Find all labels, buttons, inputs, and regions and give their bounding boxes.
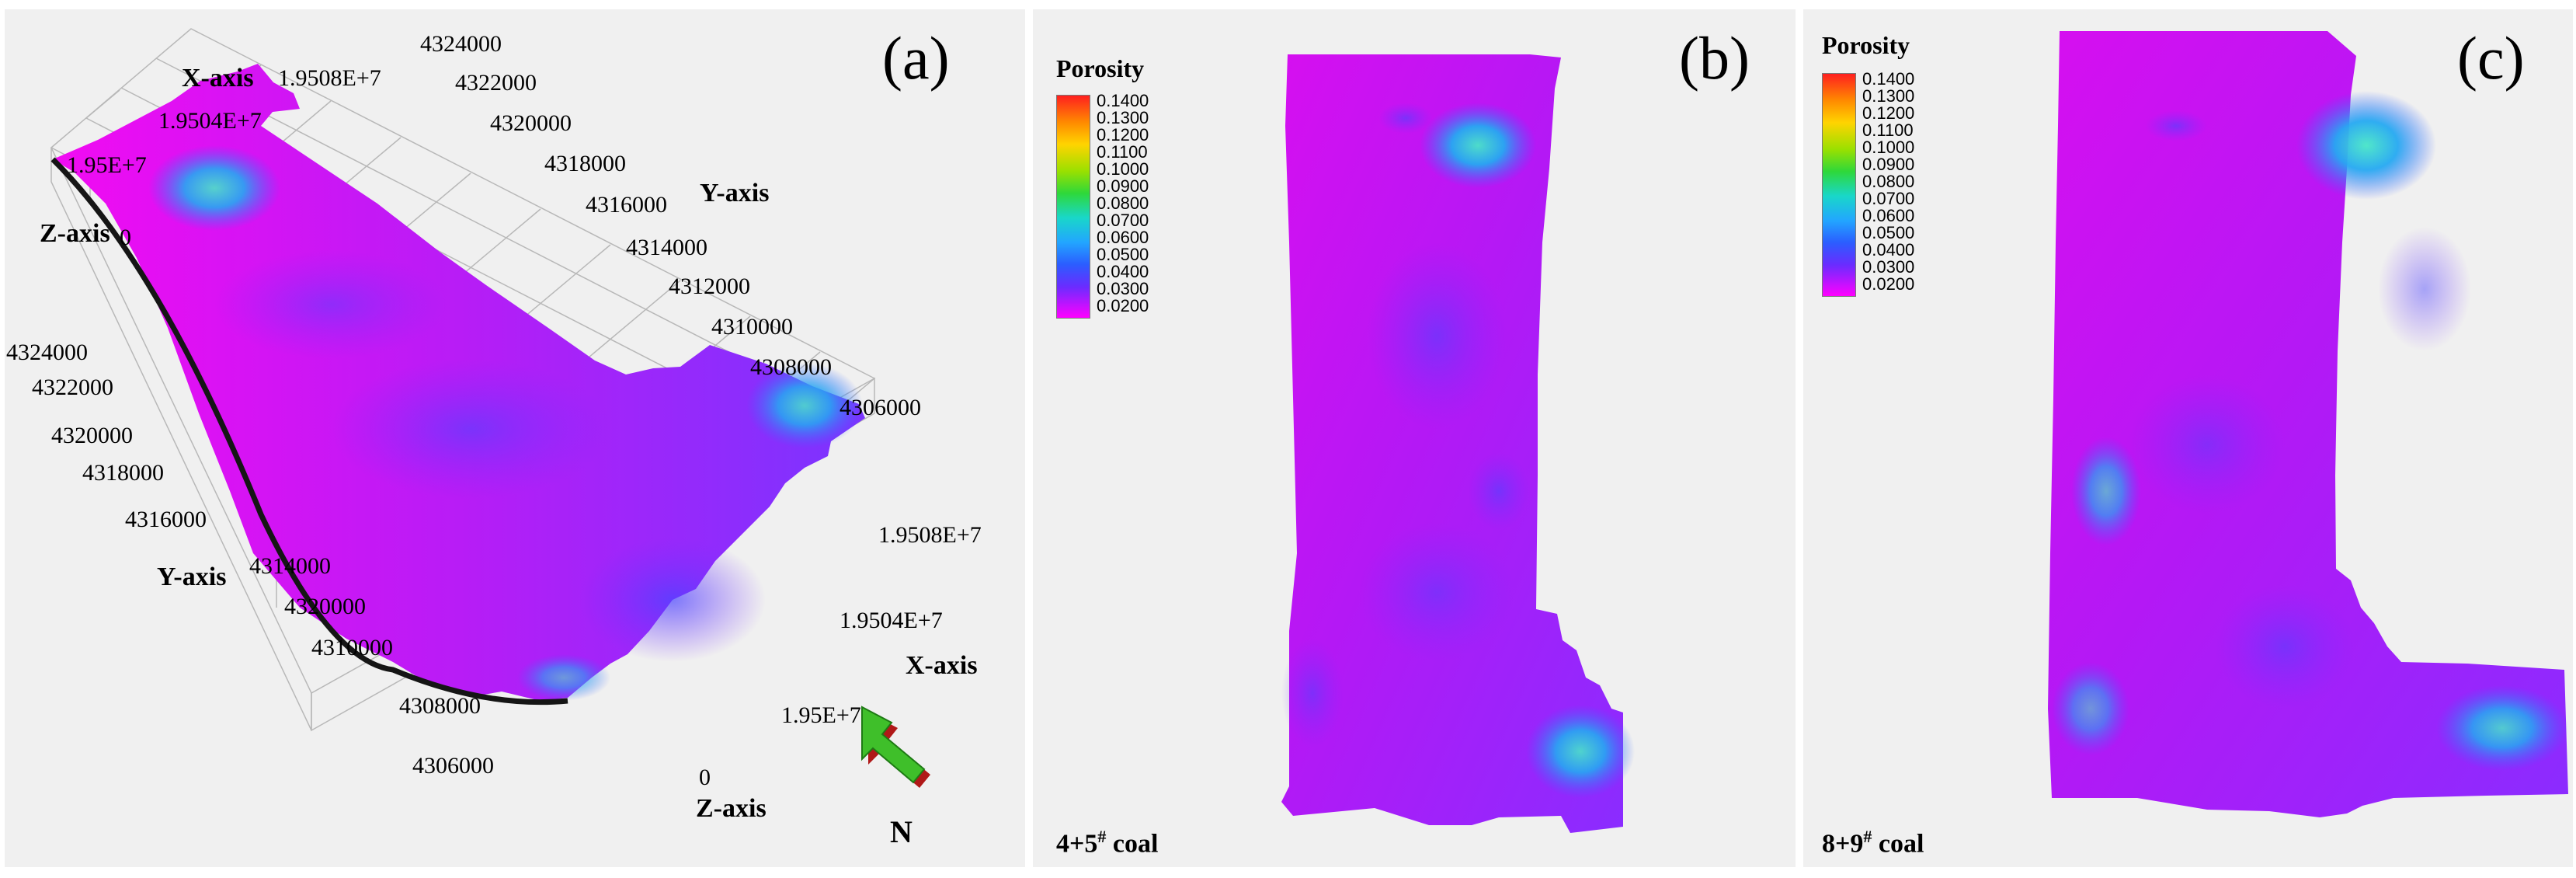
y-tick-left-10: 4306000 xyxy=(412,753,494,779)
legend-title-c: Porosity xyxy=(1822,31,1910,59)
legend-tick: 0.1400 xyxy=(1097,91,1149,110)
y-tick-left-7: 4320000 xyxy=(284,594,366,619)
caption-c-tail: coal xyxy=(1872,829,1924,859)
legend-tick: 0.1100 xyxy=(1097,142,1148,162)
z-axis-zero-left: 0 xyxy=(120,225,131,250)
caption-c: 8+9# coal xyxy=(1822,827,1924,859)
x-tick-top-3: 1.95E+7 xyxy=(67,152,147,178)
caption-b-main: 4+5 xyxy=(1056,829,1098,859)
panel-c-map: Porosity 0.1400 0.1300 0.1200 0.1100 0.1… xyxy=(1803,9,2573,867)
z-axis-title-left: Z-axis xyxy=(40,219,110,248)
legend-tick: 0.0700 xyxy=(1097,211,1149,230)
caption-c-sup: # xyxy=(1863,827,1872,846)
porosity-surface-3d xyxy=(50,64,865,706)
north-label: N xyxy=(890,814,913,849)
legend-tick: 0.0200 xyxy=(1862,274,1915,294)
porosity-map-b xyxy=(1281,54,1635,833)
legend-tick: 0.0200 xyxy=(1097,296,1149,315)
caption-b-sup: # xyxy=(1097,827,1107,846)
legend-tick: 0.0300 xyxy=(1097,279,1149,298)
legend-tick: 0.0900 xyxy=(1862,155,1915,174)
y-tick-top-1: 4324000 xyxy=(420,31,502,57)
y-tick-left-9: 4308000 xyxy=(399,693,481,719)
y-tick-top-2: 4322000 xyxy=(455,70,537,96)
legend-tick: 0.0400 xyxy=(1862,240,1915,260)
legend-tick: 0.0700 xyxy=(1862,189,1915,208)
legend-tick: 0.0600 xyxy=(1097,228,1149,247)
caption-b-tail: coal xyxy=(1106,829,1159,859)
y-tick-top-6: 4314000 xyxy=(626,235,707,260)
y-tick-top-9: 4308000 xyxy=(750,354,832,380)
z-axis-zero-bottom: 0 xyxy=(699,765,711,790)
x-tick-right-1: 1.9508E+7 xyxy=(878,522,982,548)
y-tick-left-2: 4322000 xyxy=(32,375,113,400)
porosity-map-b-area xyxy=(1281,54,1623,833)
legend-tick: 0.1200 xyxy=(1097,125,1149,145)
x-tick-top-2: 1.9504E+7 xyxy=(158,108,262,134)
caption-c-main: 8+9 xyxy=(1822,829,1864,859)
legend-tick: 0.1100 xyxy=(1862,120,1914,140)
panel-b-map: Porosity 0.1400 0.1300 0.1200 0.1100 0.1… xyxy=(1033,9,1796,867)
legend-tick: 0.0500 xyxy=(1097,245,1149,264)
legend-tick: 0.1300 xyxy=(1862,86,1915,106)
legend-tick: 0.0600 xyxy=(1862,206,1915,225)
y-tick-top-5: 4316000 xyxy=(586,192,667,218)
x-axis-title-top: X-axis xyxy=(182,64,254,92)
y-tick-left-3: 4320000 xyxy=(51,423,133,448)
y-tick-left-8: 4310000 xyxy=(311,635,393,660)
legend-title-b: Porosity xyxy=(1056,54,1145,82)
panel-a-3d-view: (a) X-axis 1.9508E+7 1.9504E+7 1.95E+7 Z… xyxy=(5,9,1025,867)
z-axis-title-bottom: Z-axis xyxy=(696,794,767,823)
colorbar-b xyxy=(1056,95,1090,319)
y-tick-top-8: 4310000 xyxy=(711,314,793,340)
y-tick-left-1: 4324000 xyxy=(6,340,88,365)
x-tick-right-3: 1.95E+7 xyxy=(781,702,861,728)
x-axis-title-right: X-axis xyxy=(906,651,978,680)
y-tick-top-3: 4320000 xyxy=(490,110,572,136)
legend-tick: 0.0800 xyxy=(1097,193,1149,213)
panel-label-b: (b) xyxy=(1679,24,1750,92)
legend-tick: 0.0800 xyxy=(1862,172,1915,191)
x-tick-top-1: 1.9508E+7 xyxy=(278,65,381,91)
legend-tick: 0.0900 xyxy=(1097,176,1149,196)
y-tick-left-4: 4318000 xyxy=(82,460,164,486)
legend-tick: 0.1400 xyxy=(1862,69,1915,89)
north-arrow-icon xyxy=(861,706,930,788)
legend-tick: 0.0500 xyxy=(1862,223,1915,242)
x-tick-right-2: 1.9504E+7 xyxy=(840,608,943,633)
caption-b: 4+5# coal xyxy=(1056,827,1158,859)
legend-tick: 0.0300 xyxy=(1862,257,1915,277)
y-axis-title-top: Y-axis xyxy=(700,179,770,207)
legend-tick: 0.1000 xyxy=(1862,138,1915,157)
y-tick-top-7: 4312000 xyxy=(669,274,750,299)
surface-3d-plot xyxy=(50,28,930,788)
legend-tick: 0.1000 xyxy=(1097,159,1149,179)
y-axis-title-left: Y-axis xyxy=(157,563,227,591)
legend-tick: 0.0400 xyxy=(1097,262,1149,281)
colorbar-c xyxy=(1822,73,1856,297)
porosity-map-c-area xyxy=(2048,31,2568,817)
panel-label-a: (a) xyxy=(882,24,950,92)
y-tick-left-5: 4316000 xyxy=(125,507,207,532)
porosity-map-c xyxy=(2048,31,2568,817)
panel-label-c: (c) xyxy=(2457,24,2525,92)
y-tick-left-6: 4314000 xyxy=(249,553,331,579)
legend-tick: 0.1200 xyxy=(1862,103,1915,123)
y-tick-top-10: 4306000 xyxy=(840,395,921,420)
legend-tick: 0.1300 xyxy=(1097,108,1149,127)
y-tick-top-4: 4318000 xyxy=(544,151,626,176)
